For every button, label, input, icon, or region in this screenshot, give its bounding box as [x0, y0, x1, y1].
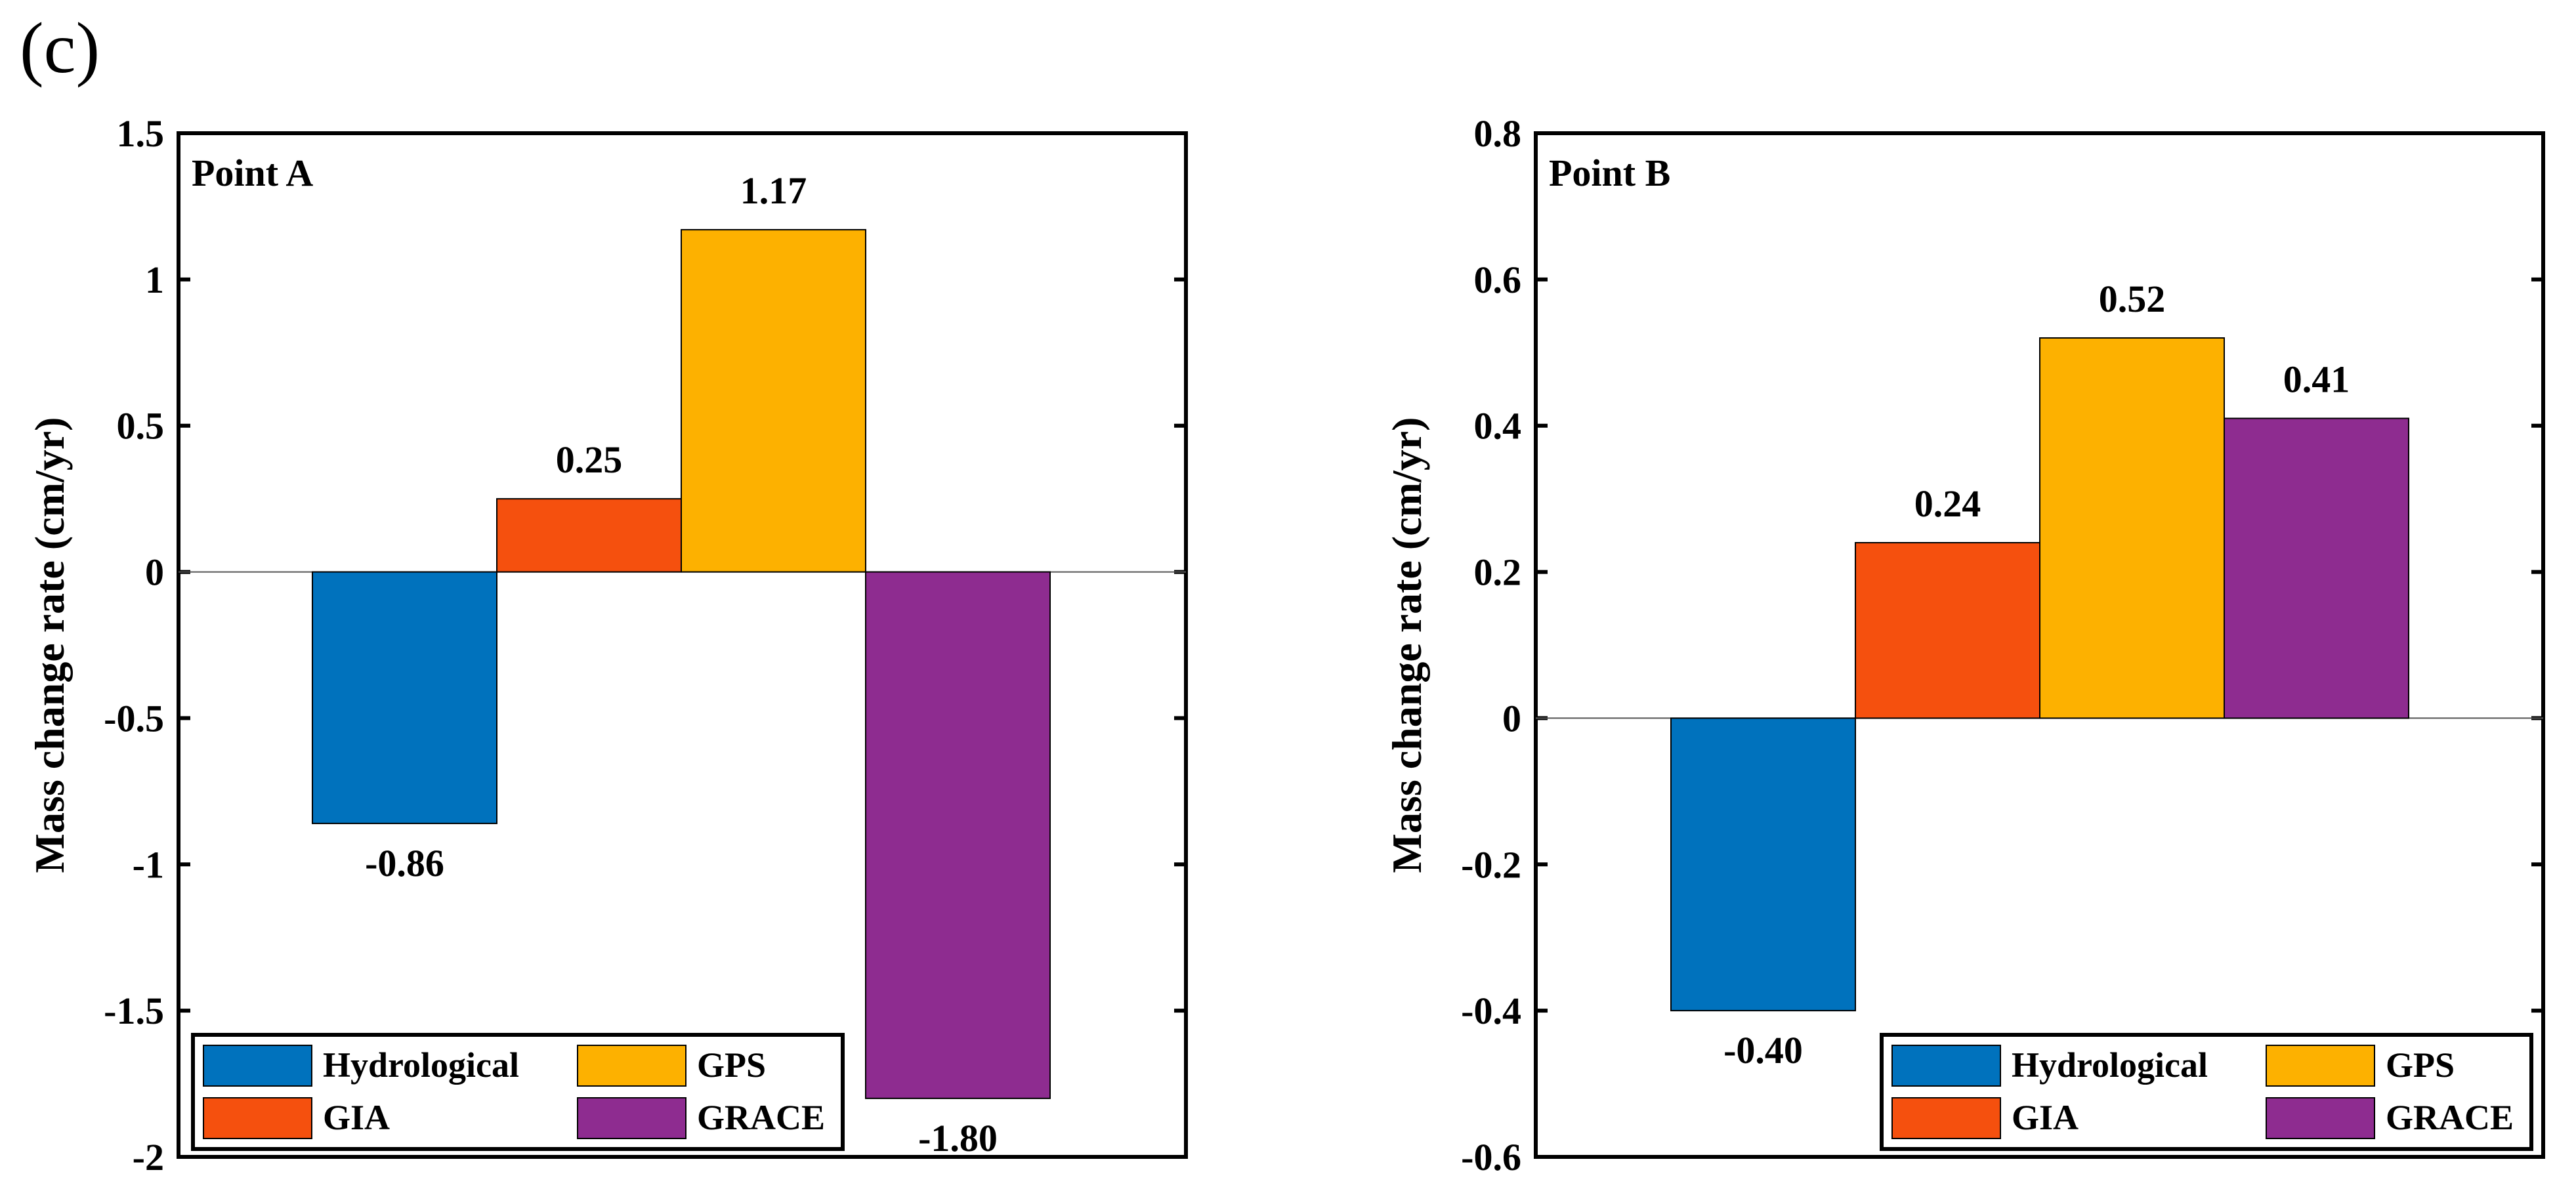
- legend: Hydrological GPS GIA GRACE: [191, 1033, 845, 1151]
- y-tick-label: 0.4: [1474, 405, 1522, 448]
- y-tick-label: -0.5: [104, 697, 164, 740]
- y-tick-label: 0.6: [1474, 259, 1522, 301]
- plot-frame: [1534, 131, 2545, 1159]
- legend-label: GIA: [323, 1098, 390, 1137]
- legend-label: GPS: [697, 1045, 766, 1085]
- legend-swatch-hydrological: [203, 1045, 312, 1087]
- bar-value-label: 1.17: [740, 169, 807, 212]
- y-tick-label: -0.2: [1461, 843, 1521, 886]
- chart-title: Point B: [1549, 152, 1670, 194]
- y-tick-label: -0.4: [1461, 990, 1521, 1032]
- bar-gia: [496, 498, 682, 573]
- bar-value-label: -0.40: [1723, 1029, 1803, 1072]
- legend-label: GPS: [2386, 1045, 2455, 1085]
- bar-value-label: -1.80: [918, 1117, 998, 1160]
- legend-label: GRACE: [697, 1098, 825, 1137]
- legend-swatch-gia: [1891, 1097, 2001, 1139]
- y-tick-label: 1: [145, 259, 164, 301]
- bar-value-label: 0.24: [1914, 482, 1981, 525]
- bar-grace: [865, 571, 1051, 1099]
- bar-gps: [681, 229, 866, 573]
- bar-hydrological: [1670, 717, 1856, 1012]
- chart-point-a: -2 -1.5 -1 -0.5 0 0.5 1 1.5 Mass change rate (cm…: [26, 112, 1188, 1179]
- y-tick-label: -1: [133, 843, 164, 886]
- bar-grace: [2224, 417, 2409, 719]
- y-tick-label: 0.8: [1474, 112, 1522, 155]
- legend-swatch-gia: [203, 1097, 312, 1139]
- legend-label: GRACE: [2386, 1098, 2514, 1137]
- bar-gia: [1855, 542, 2040, 719]
- y-axis-label: Mass change rate (cm/yr): [26, 417, 73, 873]
- bar-value-label: 0.25: [556, 438, 623, 481]
- y-tick-label: 0.5: [117, 405, 165, 448]
- bar-hydrological: [312, 571, 497, 824]
- chart-point-b: -0.6 -0.4 -0.2 0 0.2 0.4 0.6 0.8 Mass change rat…: [1383, 112, 2545, 1179]
- legend-swatch-gps: [577, 1045, 686, 1087]
- panel-label: (c): [20, 8, 100, 88]
- legend: Hydrological GPS GIA GRACE: [1880, 1033, 2533, 1151]
- legend-swatch-hydrological: [1891, 1045, 2001, 1087]
- bar-value-label: -0.86: [365, 842, 444, 885]
- legend-label: GIA: [2012, 1098, 2079, 1137]
- y-tick-label: 0.2: [1474, 551, 1522, 594]
- y-tick-label: -2: [133, 1136, 164, 1179]
- y-tick-label: 0: [145, 551, 164, 594]
- chart-title: Point A: [192, 152, 313, 194]
- y-tick-label: 1.5: [117, 112, 165, 155]
- bar-value-label: 0.41: [2283, 358, 2350, 401]
- y-tick-label: 0: [1502, 697, 1521, 740]
- legend-swatch-grace: [2266, 1097, 2375, 1139]
- y-tick-label: -1.5: [104, 990, 164, 1032]
- y-tick-label: -0.6: [1461, 1136, 1521, 1179]
- bar-gps: [2039, 337, 2225, 719]
- legend-label: Hydrological: [2012, 1045, 2208, 1085]
- legend-label: Hydrological: [323, 1045, 519, 1085]
- y-axis-label: Mass change rate (cm/yr): [1383, 417, 1430, 873]
- legend-swatch-gps: [2266, 1045, 2375, 1087]
- bar-value-label: 0.52: [2099, 278, 2166, 320]
- legend-swatch-grace: [577, 1097, 686, 1139]
- plot-frame: [177, 131, 1188, 1159]
